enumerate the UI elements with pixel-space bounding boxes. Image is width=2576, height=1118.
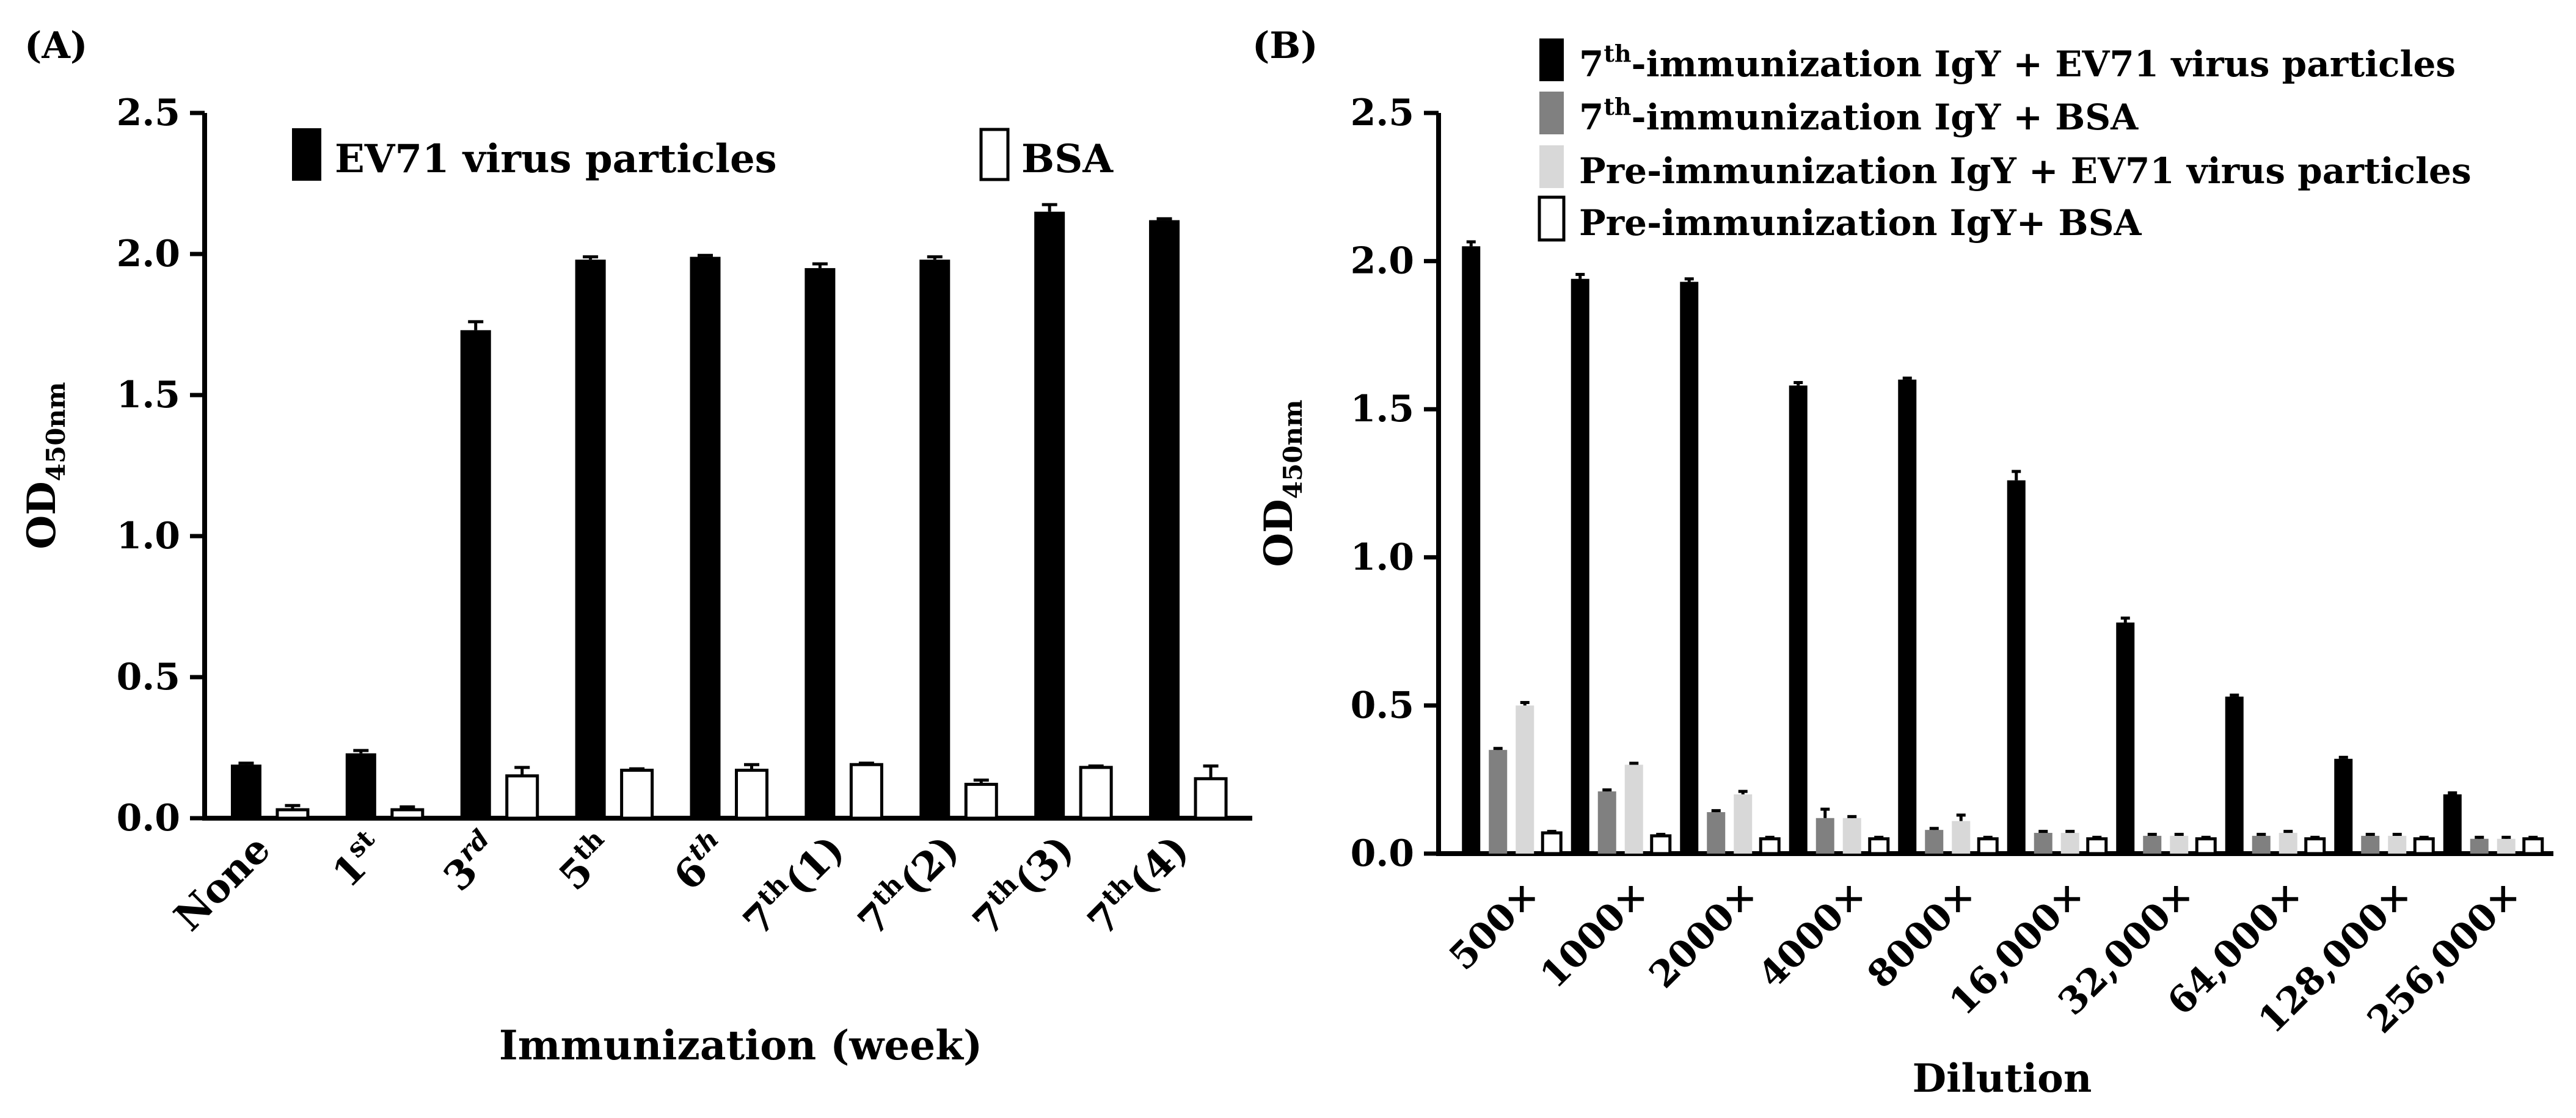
b-bar [2195, 837, 2217, 855]
b-bar [1789, 385, 1808, 854]
a-bar [1034, 211, 1065, 818]
b-y-axis-label: OD450nm [1256, 400, 1308, 567]
b-bar [2497, 838, 2516, 854]
b-bar [2170, 835, 2189, 854]
a-y-tick-label: 1.0 [117, 515, 180, 557]
a-bar [1149, 220, 1180, 818]
b-legend-swatch [1538, 195, 1566, 242]
b-bar [1734, 794, 1753, 854]
b-legend-label: Pre-immunization IgY+ BSA [1579, 202, 2142, 244]
b-bar [2361, 835, 2380, 854]
a-bar [690, 256, 721, 818]
a-y-tick-label: 0.5 [117, 656, 180, 699]
a-bar [1079, 766, 1113, 820]
b-bar [2086, 837, 2108, 855]
b-bar [1624, 764, 1643, 854]
b-bar [2413, 837, 2435, 855]
b-legend-label: Pre-immunization IgY + EV71 virus partic… [1579, 150, 2472, 192]
b-bar [1759, 837, 1781, 855]
b-legend-label: 7th-immunization IgY + EV71 virus partic… [1579, 40, 2456, 85]
b-bar [2304, 837, 2326, 855]
b-bar [2334, 758, 2353, 854]
b-legend-swatch [1539, 145, 1564, 188]
a-bar [345, 753, 376, 818]
a-legend-swatch-ev71 [292, 128, 321, 181]
b-bar [1650, 834, 1672, 855]
b-bar [2034, 833, 2052, 854]
a-y-tick-label: 2.0 [117, 233, 180, 275]
b-bar [1842, 818, 1861, 854]
a-y-tick-label: 2.5 [117, 92, 180, 134]
b-bar [1462, 246, 1481, 854]
b-legend-swatch [1539, 38, 1564, 81]
a-y-axis-label: OD450nm [19, 382, 71, 550]
panel-b-label: (B) [1252, 24, 1318, 67]
b-bar [1489, 750, 1508, 854]
b-bar [2252, 835, 2271, 854]
b-bar [1680, 281, 1699, 854]
b-y-tick-label: 2.5 [1351, 92, 1414, 134]
a-y-tick-label: 0.0 [117, 797, 180, 840]
b-bar [2225, 696, 2244, 854]
a-legend-label-bsa: BSA [1021, 136, 1114, 182]
b-y-tick-label: 0.0 [1351, 832, 1414, 875]
a-bar [230, 764, 261, 818]
b-bar [1925, 830, 1944, 854]
b-y-tick-label: 1.5 [1351, 388, 1414, 430]
b-bar [1868, 837, 1890, 855]
a-legend-swatch-bsa [979, 128, 1010, 181]
b-bar [2443, 794, 2462, 854]
a-x-axis-label: Immunization (week) [499, 1022, 982, 1069]
b-x-axis-label: Dilution [1913, 1056, 2092, 1102]
b-bar [1898, 379, 1917, 854]
a-bar [964, 783, 998, 820]
b-bar [2007, 480, 2026, 854]
b-bar [2279, 833, 2297, 854]
a-bar [849, 763, 883, 820]
a-legend-label-ev71: EV71 virus particles [335, 136, 777, 182]
b-legend-label: 7th-immunization IgY + BSA [1579, 93, 2139, 138]
b-bar [1571, 278, 1589, 854]
panel-a-label: (A) [24, 24, 87, 67]
b-bar [1516, 705, 1534, 854]
b-legend-swatch [1539, 92, 1564, 134]
b-y-tick-label: 0.5 [1351, 684, 1414, 727]
a-bar [460, 330, 491, 818]
a-bar [735, 768, 768, 820]
a-bar [505, 774, 539, 820]
a-bar [575, 260, 606, 818]
b-bar [2470, 838, 2489, 854]
a-y-tick-label: 1.5 [117, 374, 180, 416]
b-bar [2116, 622, 2135, 854]
a-bar [805, 268, 836, 819]
chart-b: 0.00.51.01.52.02.5OD450nm500×1000×2000×4… [1256, 38, 2553, 1102]
b-y-tick-label: 2.0 [1351, 240, 1414, 283]
b-bar [2060, 833, 2079, 854]
b-bar [1597, 791, 1616, 854]
b-bar [1541, 831, 1563, 855]
b-bar [1707, 812, 1726, 854]
a-bar [1194, 777, 1228, 820]
b-bar [2143, 835, 2162, 854]
a-bar [620, 768, 654, 820]
a-bar [275, 808, 310, 820]
b-y-tick-label: 1.0 [1351, 536, 1414, 579]
b-bar [1977, 837, 1999, 855]
a-bar [390, 808, 425, 820]
a-bar [919, 260, 950, 818]
b-bar [1815, 818, 1834, 854]
b-bar [2522, 837, 2544, 855]
b-bar [1952, 821, 1971, 854]
b-bar [2388, 835, 2407, 854]
